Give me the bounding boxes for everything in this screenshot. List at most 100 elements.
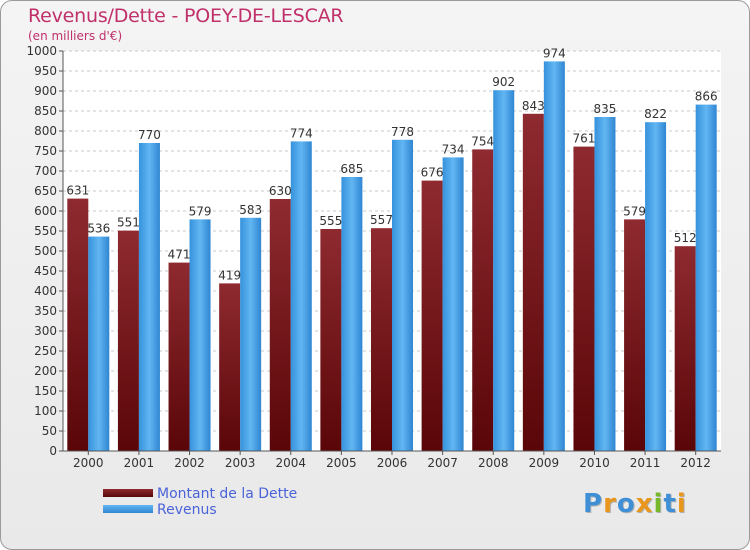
x-tick-label: 2001	[124, 456, 155, 470]
bar-debt	[219, 283, 241, 451]
x-tick-label: 2000	[73, 456, 104, 470]
data-label-revenue: 685	[340, 162, 363, 176]
bar-debt	[269, 199, 291, 451]
y-tick-label: 900	[34, 84, 57, 98]
data-label-revenue: 835	[594, 102, 617, 116]
logo-letter: i	[653, 489, 664, 519]
data-label-debt: 676	[421, 166, 444, 180]
x-tick-label: 2012	[680, 456, 711, 470]
x-tick-label: 2005	[326, 456, 357, 470]
bar-revenue	[594, 117, 616, 451]
y-tick-label: 300	[34, 324, 57, 338]
bar-debt	[371, 228, 392, 451]
x-tick-label: 2003	[225, 456, 256, 470]
x-tick-label: 2010	[579, 456, 610, 470]
legend-swatch-revenue	[103, 505, 153, 513]
y-tick-label: 800	[34, 124, 57, 138]
logo-letter: o	[616, 489, 636, 519]
data-label-revenue: 536	[87, 222, 110, 236]
data-label-revenue: 778	[391, 125, 414, 139]
bar-revenue	[442, 157, 464, 451]
logo-letter: P	[583, 489, 604, 519]
legend-label-revenue: Revenus	[157, 502, 217, 518]
y-tick-label: 750	[34, 144, 57, 158]
proxiti-logo: Proxiti	[583, 489, 687, 519]
logo-letter: x	[635, 489, 654, 519]
legend-swatch-debt	[103, 489, 153, 497]
bar-revenue	[88, 236, 110, 451]
legend-label-debt: Montant de la Dette	[157, 486, 298, 502]
x-tick-label: 2007	[427, 456, 458, 470]
bar-revenue	[189, 219, 211, 451]
x-tick-label: 2004	[275, 456, 306, 470]
y-tick-label: 0	[49, 444, 57, 458]
bar-debt	[421, 180, 443, 451]
data-label-revenue: 866	[695, 90, 718, 104]
data-label-debt: 555	[319, 214, 342, 228]
data-label-revenue: 974	[543, 46, 566, 60]
y-tick-label: 250	[34, 344, 57, 358]
bar-debt	[472, 149, 494, 451]
bar-debt	[67, 198, 89, 451]
y-tick-label: 700	[34, 164, 57, 178]
data-label-debt: 419	[218, 268, 241, 282]
bar-revenue	[240, 217, 262, 451]
data-label-debt: 512	[674, 231, 697, 245]
data-label-debt: 557	[370, 213, 393, 227]
data-label-debt: 471	[168, 248, 191, 262]
y-tick-label: 550	[34, 224, 57, 238]
y-tick-label: 600	[34, 204, 57, 218]
y-tick-label: 100	[34, 404, 57, 418]
logo-letter: r	[603, 489, 617, 519]
x-tick-label: 2008	[478, 456, 509, 470]
data-label-debt: 754	[471, 134, 494, 148]
y-tick-label: 650	[34, 184, 57, 198]
y-tick-label: 1000	[26, 44, 57, 58]
bar-debt	[522, 113, 544, 452]
y-tick-label: 400	[34, 284, 57, 298]
data-label-revenue: 822	[644, 107, 667, 121]
logo-letter: t	[663, 489, 677, 519]
y-tick-label: 850	[34, 104, 57, 118]
data-label-revenue: 770	[138, 128, 161, 142]
bar-debt	[624, 219, 646, 451]
bar-revenue	[493, 90, 515, 451]
data-label-debt: 579	[623, 204, 646, 218]
data-label-debt: 630	[269, 184, 292, 198]
y-tick-label: 350	[34, 304, 57, 318]
data-label-revenue: 579	[189, 204, 212, 218]
data-label-debt: 843	[522, 99, 545, 113]
data-label-revenue: 734	[442, 142, 465, 156]
y-tick-label: 50	[42, 424, 57, 438]
data-label-revenue: 902	[492, 75, 515, 89]
y-tick-label: 150	[34, 384, 57, 398]
bar-revenue	[645, 122, 667, 451]
y-tick-label: 500	[34, 244, 57, 258]
bar-debt	[320, 229, 342, 451]
bar-revenue	[138, 143, 160, 451]
x-tick-label: 2006	[377, 456, 408, 470]
logo-letter: i	[676, 489, 687, 519]
bar-revenue	[392, 139, 413, 452]
y-tick-label: 950	[34, 64, 57, 78]
bar-debt	[573, 146, 595, 451]
bar-revenue	[290, 141, 312, 451]
chart-subtitle: (en milliers d'€)	[28, 29, 123, 43]
data-label-debt: 761	[573, 132, 596, 146]
bar-debt	[674, 246, 696, 451]
data-label-revenue: 583	[239, 203, 262, 217]
bar-revenue	[543, 61, 565, 452]
x-tick-label: 2011	[630, 456, 661, 470]
y-tick-label: 450	[34, 264, 57, 278]
data-label-revenue: 774	[290, 126, 313, 140]
bar-revenue	[341, 177, 363, 451]
x-tick-label: 2002	[174, 456, 205, 470]
x-tick-label: 2009	[529, 456, 560, 470]
data-label-debt: 551	[117, 216, 140, 230]
data-label-debt: 631	[66, 184, 89, 198]
bar-debt	[168, 262, 190, 451]
chart-title: Revenus/Dette - POEY-DE-LESCAR	[28, 5, 344, 27]
y-tick-label: 200	[34, 364, 57, 378]
